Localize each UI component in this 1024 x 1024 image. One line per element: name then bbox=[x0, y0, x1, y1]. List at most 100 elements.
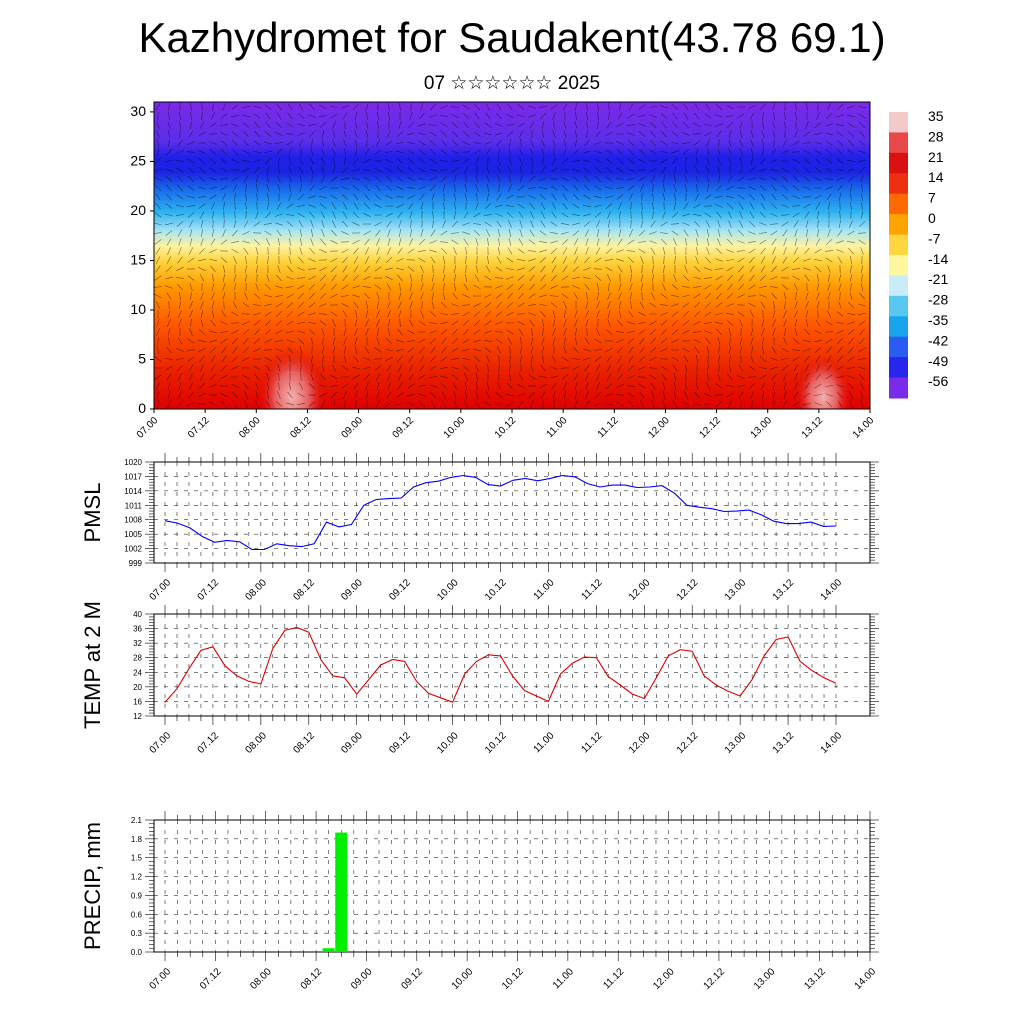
x-tick-label: 12.12 bbox=[702, 966, 728, 992]
x-tick-label: 08.12 bbox=[299, 966, 325, 992]
x-tick-label: 08.00 bbox=[248, 966, 274, 992]
x-tick-label: 10.00 bbox=[450, 966, 476, 992]
warm-core bbox=[795, 355, 851, 409]
x-tick-label: 11.00 bbox=[532, 730, 557, 755]
colorbar-label: -49 bbox=[928, 353, 948, 369]
x-tick-label: 10.12 bbox=[483, 577, 509, 603]
colorbar-swatch bbox=[889, 377, 908, 399]
colorbar-swatch bbox=[889, 295, 908, 317]
x-tick-label: 11.00 bbox=[532, 577, 557, 602]
colorbar-swatch bbox=[889, 275, 908, 297]
x-tick-label: 11.00 bbox=[551, 966, 576, 991]
x-tick-label: 12.00 bbox=[651, 966, 677, 992]
panel-frame bbox=[153, 613, 871, 717]
x-tick-label: 12.12 bbox=[697, 415, 723, 441]
y-tick-label: 1017 bbox=[124, 472, 142, 481]
wind-vector-paths bbox=[154, 102, 867, 409]
y-tick-label: 0.6 bbox=[131, 910, 143, 919]
x-tick-label: 13.00 bbox=[723, 730, 749, 756]
x-tick-label: 09.12 bbox=[391, 415, 417, 441]
x-tick-label: 07.00 bbox=[135, 415, 161, 441]
y-tick-label: 999 bbox=[129, 559, 143, 568]
x-tick-label: 13.12 bbox=[800, 415, 826, 441]
x-tick-label: 13.12 bbox=[771, 730, 797, 756]
x-tick-label: 07.00 bbox=[148, 966, 174, 992]
colorbar-swatch bbox=[889, 336, 908, 358]
x-tick-label: 11.12 bbox=[596, 415, 621, 440]
y-tick-label: 1.8 bbox=[131, 835, 143, 844]
colorbar-swatch bbox=[889, 132, 908, 154]
colorbar-swatch bbox=[889, 193, 908, 215]
x-tick-label: 12.00 bbox=[627, 730, 653, 756]
colorbar-label: 7 bbox=[928, 190, 936, 206]
x-tick-label: 08.00 bbox=[244, 730, 270, 756]
colorbar-swatch bbox=[889, 214, 908, 236]
colorbar-swatch bbox=[889, 173, 908, 195]
y-axis-label: PMSL bbox=[80, 483, 105, 543]
colorbar-swatch bbox=[889, 112, 908, 133]
heatmap-field bbox=[154, 102, 870, 409]
y-tick-label: 1020 bbox=[124, 458, 142, 467]
x-tick-label: 12.12 bbox=[675, 730, 701, 756]
y-tick-label: 30 bbox=[130, 103, 146, 119]
x-tick-label: 07.00 bbox=[148, 730, 174, 756]
x-tick-label: 08.00 bbox=[244, 577, 270, 603]
y-tick-label: 15 bbox=[130, 251, 146, 267]
y-tick-label: 12 bbox=[133, 712, 142, 721]
x-tick-label: 09.00 bbox=[339, 730, 365, 756]
y-tick-label: 40 bbox=[133, 610, 142, 619]
temperature-panel: 12 16 20 24 28 32 36 40 07.00 07.12 08.00 08.12 09.0… bbox=[80, 601, 879, 756]
y-tick-label: 16 bbox=[133, 697, 142, 706]
x-tick-label: 10.12 bbox=[500, 966, 526, 992]
heatmap-fill bbox=[154, 102, 870, 409]
y-tick-label: 1.5 bbox=[131, 854, 143, 863]
y-tick-label: 25 bbox=[130, 152, 146, 168]
x-tick-label: 09.12 bbox=[387, 577, 413, 603]
y-tick-label: 1002 bbox=[124, 545, 142, 554]
warm-core bbox=[258, 347, 326, 409]
colorbar-label: -28 bbox=[928, 292, 948, 308]
colorbar-label: 0 bbox=[928, 210, 936, 226]
colorbar-label: 21 bbox=[928, 149, 944, 165]
x-tick-label: 07.00 bbox=[148, 577, 174, 603]
y-tick-label: 1011 bbox=[125, 501, 143, 510]
colorbar-label: -14 bbox=[928, 251, 948, 267]
x-tick-label: 09.12 bbox=[399, 966, 425, 992]
x-tick-label: 09.00 bbox=[349, 966, 375, 992]
y-tick-label: 36 bbox=[133, 625, 142, 634]
y-tick-label: 5 bbox=[138, 350, 146, 366]
chart-title: Kazhydromet for Saudakent(43.78 69.1) bbox=[138, 14, 886, 61]
colorbar-label: -7 bbox=[928, 230, 941, 246]
x-tick-label: 07.12 bbox=[196, 730, 222, 756]
x-tick-label: 08.12 bbox=[291, 577, 317, 603]
y-tick-label: 1014 bbox=[124, 487, 142, 496]
y-tick-label: 0.9 bbox=[131, 891, 143, 900]
x-tick-label: 13.00 bbox=[723, 577, 749, 603]
x-tick-label: 07.12 bbox=[186, 415, 212, 441]
x-tick-label: 10.12 bbox=[493, 415, 519, 441]
colorbar-label: 35 bbox=[928, 108, 944, 124]
colorbar-swatch bbox=[889, 255, 908, 276]
grid bbox=[154, 462, 870, 563]
x-tick-label: 07.12 bbox=[196, 577, 222, 603]
colorbar-label: 14 bbox=[928, 169, 944, 185]
x-tick-label: 11.12 bbox=[580, 730, 605, 755]
pmsl-panel: 999 1002 1005 1008 1011 1014 1017 1020 07.00 07.1… bbox=[80, 453, 879, 603]
x-tick-label: 09.12 bbox=[387, 730, 413, 756]
x-tick-label: 07.12 bbox=[198, 966, 224, 992]
colorbar-label: -56 bbox=[928, 373, 948, 389]
x-tick-label: 14.00 bbox=[819, 577, 845, 603]
x-tick-label: 13.00 bbox=[749, 415, 775, 441]
x-tick-label: 14.00 bbox=[819, 730, 845, 756]
colorbar-swatch bbox=[889, 234, 908, 256]
y-tick-label: 20 bbox=[133, 683, 142, 692]
wind-vectors bbox=[154, 102, 867, 409]
x-tick-label: 11.00 bbox=[545, 415, 570, 440]
x-tick-label: 14.00 bbox=[851, 415, 877, 441]
colorbar: 35 28 21 14 7 0 -7 -14 -21 -28 -35 -42 -49 -56 bbox=[889, 108, 948, 399]
grid bbox=[154, 820, 870, 952]
colorbar-label: 28 bbox=[928, 128, 944, 144]
pmsl-line bbox=[164, 474, 837, 551]
x-tick-label: 08.12 bbox=[291, 730, 317, 756]
